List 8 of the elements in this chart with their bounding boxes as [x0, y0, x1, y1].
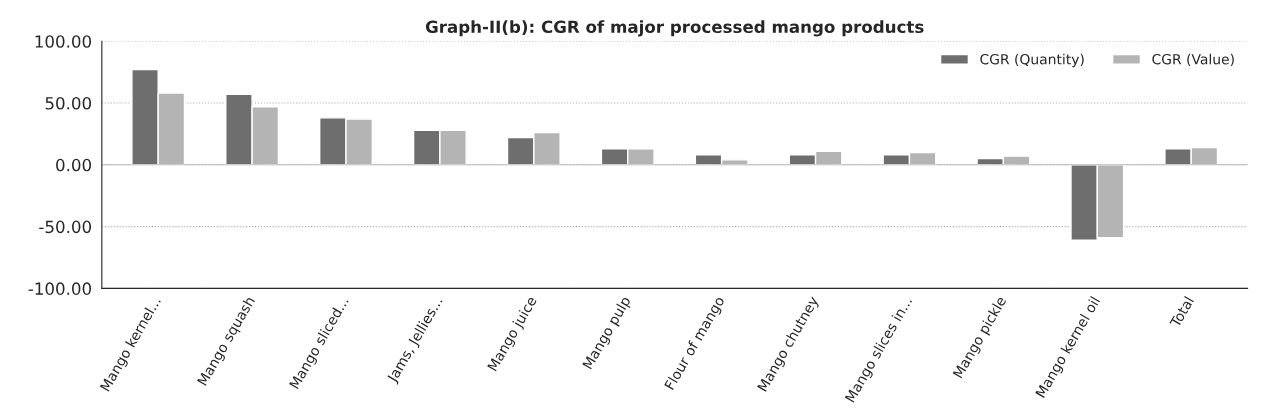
- legend-label: CGR (Quantity): [980, 53, 1084, 68]
- legend-label: CGR (Value): [1152, 53, 1234, 67]
- y-tick-label: -50.00: [39, 220, 92, 234]
- y-tick-label: 50.00: [45, 96, 92, 110]
- y-tick-label: 0.00: [56, 158, 92, 172]
- y-tick-label: 100.00: [35, 35, 92, 48]
- y-tick-label: -100.00: [28, 282, 92, 295]
- chart-title: Graph-II(b): CGR of major processed mango products: [425, 20, 924, 37]
